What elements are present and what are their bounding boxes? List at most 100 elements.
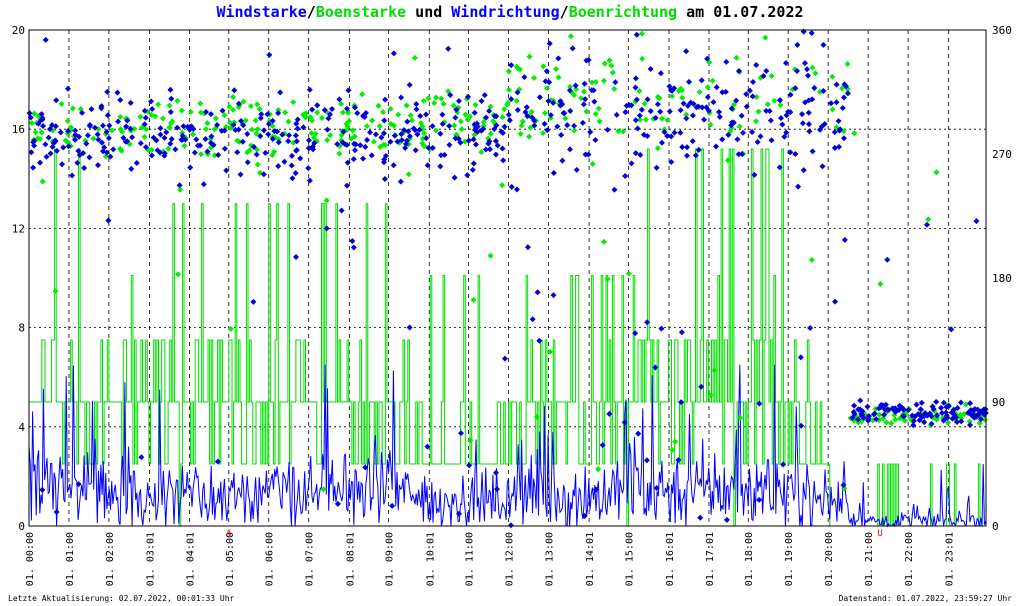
series-windrichtung-point — [105, 135, 112, 142]
series-windrichtung-point — [403, 140, 410, 147]
series-windrichtung-point — [214, 122, 221, 129]
series-windrichtung-point — [64, 85, 71, 92]
series-windrichtung-point — [412, 127, 419, 134]
series-windrichtung-point — [404, 118, 411, 125]
series-windrichtung-point — [687, 99, 694, 106]
x-tick-label: 01. 11:00 — [465, 532, 476, 586]
marker-u: U — [877, 529, 882, 539]
y-left-tick-label: 8 — [18, 322, 25, 335]
series-boenrichtung-point — [467, 437, 474, 444]
series-windrichtung-point — [654, 101, 661, 108]
series-boenrichtung-point — [141, 133, 148, 140]
series-boenrichtung-point — [440, 100, 447, 107]
series-windrichtung-point — [632, 84, 639, 91]
series-boenrichtung-point — [405, 171, 412, 178]
series-boenrichtung-point — [242, 117, 249, 124]
series-windrichtung-point — [349, 238, 356, 245]
series-windrichtung-point — [699, 104, 706, 111]
series-windrichtung-point — [204, 148, 211, 155]
series-windrichtung-point — [372, 131, 379, 138]
series-boenrichtung-point — [419, 140, 426, 147]
series-windrichtung-point — [293, 147, 300, 154]
footer-data-timestamp: Datenstand: 01.07.2022, 23:59:27 Uhr — [838, 594, 1012, 603]
series-windrichtung-point — [531, 122, 538, 129]
series-windrichtung-point — [697, 514, 704, 521]
series-windrichtung-point — [550, 99, 557, 106]
series-windrichtung-point — [536, 337, 543, 344]
series-boenrichtung-point — [451, 122, 458, 129]
series-windrichtung-point — [492, 469, 499, 476]
series-windrichtung-point — [716, 113, 723, 120]
series-windrichtung-point — [953, 418, 960, 425]
x-tick-label: 01. 02:00 — [105, 532, 116, 586]
series-windrichtung-point — [749, 129, 756, 136]
series-boenrichtung-point — [235, 104, 242, 111]
series-boenrichtung-point — [269, 152, 276, 159]
series-windrichtung-point — [293, 253, 300, 260]
series-boenrichtung-point — [31, 110, 38, 117]
series-windrichtung-point — [417, 113, 424, 120]
series-windrichtung-point — [501, 123, 508, 130]
series-windrichtung-point — [457, 139, 464, 146]
series-windrichtung-point — [844, 90, 851, 97]
series-windrichtung-point — [763, 107, 770, 114]
series-windrichtung-point — [244, 131, 251, 138]
series-windrichtung-point — [632, 117, 639, 124]
series-windrichtung-point — [486, 138, 493, 145]
series-windrichtung-point — [447, 91, 454, 98]
x-tick-label: 01. 03:01 — [146, 532, 157, 586]
series-windrichtung-point — [928, 420, 935, 427]
series-windrichtung-point — [588, 87, 595, 94]
series-windrichtung-point — [210, 142, 217, 149]
series-windrichtung-point — [128, 165, 135, 172]
x-tick-label: 01. 04:01 — [186, 532, 197, 586]
series-boenrichtung-point — [578, 95, 585, 102]
series-windrichtung-point — [98, 139, 105, 146]
series-boenrichtung-point — [431, 99, 438, 106]
series-boenrichtung-point — [541, 110, 548, 117]
series-windrichtung-point — [678, 399, 685, 406]
series-windrichtung-point — [958, 418, 965, 425]
series-windrichtung-point — [182, 136, 189, 143]
series-windrichtung-point — [756, 496, 763, 503]
series-windrichtung-point — [809, 148, 816, 155]
series-boenrichtung-point — [620, 128, 627, 135]
series-boenrichtung-point — [704, 84, 711, 91]
series-windrichtung-point — [223, 167, 230, 174]
series-boenrichtung-point — [187, 109, 194, 116]
series-boenrichtung-point — [583, 108, 590, 115]
series-windrichtung-point — [746, 87, 753, 94]
series-boenrichtung-point — [254, 161, 261, 168]
title-sep2: / — [559, 3, 569, 21]
series-windrichtung-point — [325, 115, 332, 122]
series-windrichtung-point — [571, 122, 578, 129]
series-windrichtung-point — [499, 145, 506, 152]
series-windrichtung-point — [338, 207, 345, 214]
series-boenrichtung-point — [212, 115, 219, 122]
series-windrichtung-point — [469, 166, 476, 173]
series-windrichtung-point — [157, 125, 164, 132]
series-windrichtung-point — [53, 147, 60, 154]
series-windrichtung-point — [753, 62, 760, 69]
series-windrichtung-point — [808, 30, 815, 37]
series-windrichtung-point — [652, 364, 659, 371]
series-windrichtung-point — [305, 145, 312, 152]
series-boenrichtung-point — [152, 113, 159, 120]
series-windrichtung-point — [644, 319, 651, 326]
series-windrichtung-point — [943, 412, 950, 419]
series-windrichtung-point — [148, 98, 155, 105]
series-boenrichtung-point — [467, 113, 474, 120]
series-windrichtung-point — [524, 244, 531, 251]
series-boenrichtung-point — [528, 108, 535, 115]
series-boenrichtung-point — [966, 418, 973, 425]
series-windrichtung-point — [300, 124, 307, 131]
series-boenrichtung-point — [589, 160, 596, 167]
series-boenrichtung-point — [327, 132, 334, 139]
series-windrichtung-point — [833, 99, 840, 106]
series-boenrichtung-point — [733, 54, 740, 61]
series-windrichtung-point — [470, 136, 477, 143]
series-windrichtung-point — [719, 136, 726, 143]
series-boenrichtung-point — [69, 105, 76, 112]
series-windrichtung-point — [99, 122, 106, 129]
series-windrichtung-point — [982, 406, 989, 413]
